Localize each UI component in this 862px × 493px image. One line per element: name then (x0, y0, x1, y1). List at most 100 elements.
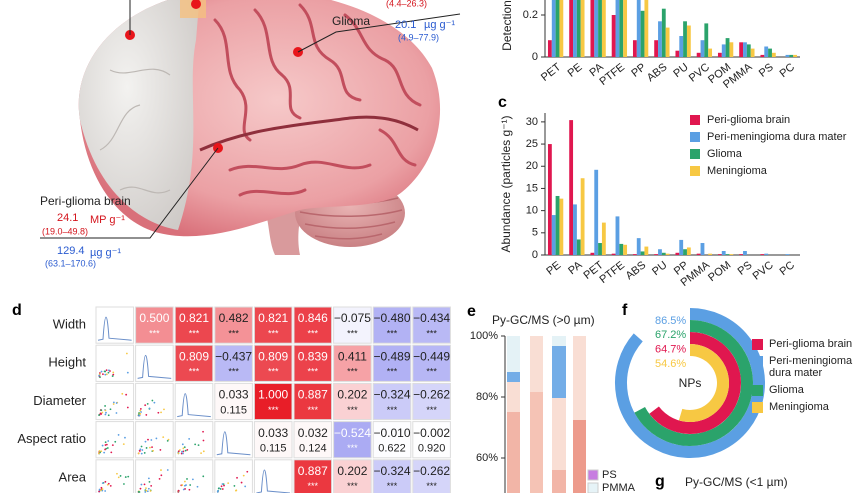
legend-item: Glioma (752, 384, 858, 396)
p-value: *** (149, 328, 160, 338)
scatter-dot (189, 484, 192, 486)
bar (569, 0, 574, 57)
scatter-dot (180, 452, 183, 455)
correlation-value: −0.524 (334, 426, 371, 440)
scatter-dot (146, 490, 149, 493)
scatter-dot (104, 405, 106, 407)
bar (686, 25, 691, 57)
stack-segment (507, 336, 520, 372)
ring-label: 54.6% (655, 358, 686, 370)
bar (559, 0, 564, 57)
scatter-dot (196, 485, 199, 488)
bar (675, 252, 680, 255)
bar (576, 0, 581, 57)
correlation-value: 0.809 (179, 349, 209, 363)
scatter-dot (125, 352, 128, 355)
bar (785, 54, 790, 57)
bar (580, 178, 585, 255)
scatter-dot (119, 475, 122, 477)
p-value: *** (268, 328, 279, 338)
correlation-value: −0.437 (215, 349, 252, 363)
scatter-dot (163, 408, 165, 411)
scatter-dot (137, 452, 140, 455)
callout-line (297, 13, 461, 53)
scatter-dot (100, 450, 103, 453)
bar (708, 253, 713, 255)
scatter-dot (127, 475, 130, 478)
bar (739, 254, 744, 255)
mass-value: 129.4 (57, 245, 85, 257)
mass-value: 20.1 (395, 19, 416, 31)
legend-swatch (690, 166, 700, 176)
scatter-dot (159, 449, 162, 451)
frontal-folds (99, 68, 171, 194)
panel-label: c (498, 94, 507, 111)
bar (704, 23, 709, 57)
p-value: *** (308, 481, 319, 491)
bar (623, 0, 628, 57)
correlation-value: −0.324 (373, 464, 410, 478)
scatter-dot (160, 411, 162, 414)
legend-swatch (690, 149, 700, 159)
p-value: *** (189, 328, 200, 338)
plot-cell (135, 421, 174, 459)
range-label: (63.1–170.6) (45, 258, 96, 268)
stack-segment (552, 346, 566, 398)
p-value: *** (347, 481, 358, 491)
callout-line (40, 147, 219, 239)
bar (789, 54, 794, 57)
bar (661, 252, 666, 255)
scatter-dot (181, 450, 183, 453)
correlation-cell (293, 344, 333, 382)
p-value: *** (426, 367, 437, 377)
scatter-dot (181, 443, 184, 446)
correlation-value: 0.033 (258, 426, 288, 440)
ring-label: 64.7% (655, 344, 686, 356)
bar (598, 0, 602, 57)
row-label: Height (48, 355, 86, 370)
scatter-dot (219, 488, 222, 490)
x-tick-label: PTFE (597, 61, 627, 88)
scatter-dot (123, 483, 125, 485)
scatter-dot (112, 373, 115, 376)
bar (644, 246, 649, 255)
bar (760, 254, 765, 255)
bar (644, 0, 649, 57)
bar (636, 238, 641, 255)
bar (623, 244, 628, 255)
scatter-dot (155, 437, 158, 440)
scatter-dot (140, 445, 143, 448)
ring-label: 67.2% (655, 329, 686, 341)
scatter-dot (139, 487, 142, 490)
legend-label: Glioma (707, 148, 743, 160)
scatter-dot (115, 402, 118, 404)
x-tick-label: PVC (687, 61, 712, 84)
correlation-cell (214, 344, 253, 382)
scatter-dot (104, 480, 107, 483)
scatter-dot (227, 482, 230, 485)
scatter-dot (217, 487, 220, 490)
ring-label: 86.5% (655, 315, 686, 327)
x-tick-label: ABS (645, 61, 670, 84)
scatter-dot (194, 443, 197, 446)
bar (598, 243, 602, 255)
legend-label: PS (602, 469, 617, 481)
correlation-value: 0.202 (337, 388, 367, 402)
scatter-dot (98, 414, 100, 416)
mass-unit: µg g⁻¹ (424, 19, 455, 31)
bar (683, 21, 687, 57)
scatter-dot (126, 406, 129, 409)
bar (611, 253, 616, 255)
bar (636, 0, 641, 57)
p-value: *** (387, 405, 398, 415)
scatter-dot (103, 451, 106, 454)
plot-cell (95, 421, 135, 459)
y-tick-label: 0 (532, 249, 538, 261)
bar (611, 15, 616, 57)
scatter-dot (202, 475, 205, 478)
scatter-dot (183, 446, 186, 449)
legend-swatch (690, 115, 700, 125)
scatter-dot (246, 470, 249, 473)
ring-arc (615, 308, 765, 458)
stack-segment (573, 336, 586, 420)
